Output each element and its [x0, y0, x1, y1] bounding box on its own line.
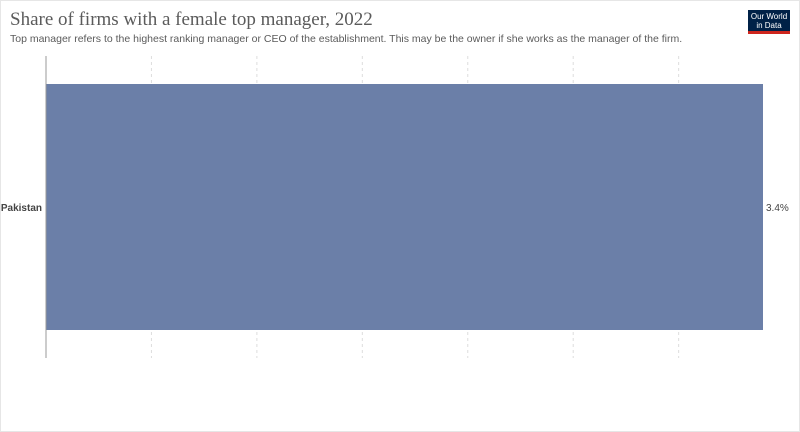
chart-subtitle: Top manager refers to the highest rankin…	[10, 33, 683, 45]
chart-title: Share of firms with a female top manager…	[10, 9, 373, 30]
category-label-pakistan: Pakistan	[1, 203, 42, 214]
bar-pakistan	[46, 84, 763, 330]
logo-line-1: Our World	[750, 11, 788, 21]
logo-line-2: in Data	[756, 20, 782, 30]
owid-logo[interactable]: Our World in Data	[748, 10, 790, 34]
value-label-pakistan: 3.4%	[766, 203, 789, 214]
